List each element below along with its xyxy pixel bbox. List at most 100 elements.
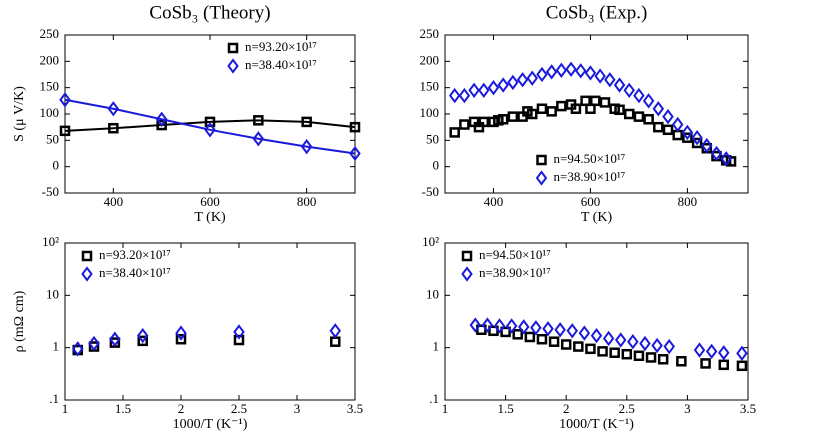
x-axis-label: T (K) [194,210,226,225]
diamond-marker [518,319,530,335]
x-tick-label: 1.5 [497,401,513,416]
square-marker [700,358,711,369]
diamond-marker [448,87,461,104]
square-marker [108,122,119,134]
diamond-marker [493,318,506,334]
legend-marker [81,250,93,262]
y-tick-label: 10 [426,286,439,301]
x-tick-label: 3 [294,401,301,416]
diamond-marker [651,337,663,354]
legend-label: n=93.20×10¹⁷ [245,39,317,54]
diamond-marker [88,335,100,352]
diamond-marker [574,63,587,79]
legend-label: n=38.40×10¹⁷ [245,57,317,72]
square-marker [633,111,645,122]
legend-marker [227,58,239,74]
diamond-marker [59,92,71,108]
y-tick-label: 1 [53,339,60,354]
diamond-marker [507,74,519,91]
square-marker [497,114,509,125]
square-marker [672,129,683,141]
diamond-marker [663,338,675,355]
diamond-marker [705,343,718,360]
diamond-marker [478,82,490,98]
diamond-marker [530,320,542,336]
y-tick-label: 150 [420,79,440,94]
diamond-marker [300,138,313,155]
square-marker [449,127,460,138]
diamond-marker [720,151,732,167]
y-tick-label: 200 [420,52,440,67]
legend-label: n=93.20×10¹⁷ [99,247,171,262]
y-tick-label: 10 [46,286,59,301]
diamond-marker [639,335,651,352]
plot-frame [64,242,356,401]
y-tick-label: 50 [426,131,439,146]
x-axis-label: T (K) [581,210,613,225]
legend-marker [536,154,547,166]
y-tick-label: 0 [53,158,60,173]
diamond-marker [613,77,626,93]
diamond-marker [252,131,265,147]
diamond-marker [701,137,713,154]
diamond-marker [718,345,730,361]
legend-marker [227,42,239,54]
square-marker [233,334,245,346]
diamond-marker [693,342,706,358]
diamond-marker [545,64,558,80]
series-line [64,98,356,155]
diamond-marker [497,77,509,93]
square-marker [614,104,625,116]
square-marker [556,100,567,112]
diamond-marker [536,66,548,83]
y-axis-label: S (μ V/K) [12,86,27,142]
square-marker [548,336,560,347]
y-tick-label: 250 [40,26,60,41]
x-tick-label: 600 [581,194,601,209]
diamond-marker [555,62,568,78]
diamond-marker [584,65,597,81]
diamond-marker [505,318,518,334]
diamond-marker [671,116,684,133]
y-axis-label: ρ (mΩ cm) [12,290,27,352]
square-marker [570,103,582,114]
diamond-marker [578,325,591,341]
legend-label: n=38.90×10¹⁷ [554,169,626,184]
x-tick-label: 2 [178,401,185,416]
y-tick-label: 150 [40,79,60,94]
x-tick-label: 2 [563,401,570,416]
square-marker [718,359,730,371]
square-marker [536,333,548,345]
x-tick-label: 400 [484,194,504,209]
y-tick-label: 50 [46,131,59,146]
diamond-marker [642,93,655,109]
square-marker [653,121,664,133]
diamond-marker [614,332,627,348]
square-marker [527,108,538,120]
square-marker [349,121,361,133]
chart-title: CoSb₃ (Theory) [149,2,270,23]
diamond-marker [349,145,361,162]
square-marker [609,347,620,358]
diamond-marker [481,317,494,333]
square-marker [546,106,557,117]
square-marker [204,116,216,128]
square-marker [330,336,341,347]
diamond-marker [633,87,645,104]
y-tick-label: 100 [420,105,440,120]
square-marker [585,343,596,355]
square-marker [301,116,312,128]
square-marker [590,95,601,107]
diamond-marker [594,68,606,84]
x-tick-label: 400 [104,194,124,209]
diamond-marker [710,145,723,162]
square-marker [507,111,519,122]
x-tick-label: 800 [297,194,317,209]
square-marker [573,341,584,352]
y-tick-label: 10² [42,234,59,249]
diamond-marker [487,79,500,96]
square-marker [599,97,611,108]
square-marker [512,329,523,340]
y-tick-label: -50 [42,184,59,199]
square-marker [137,335,148,347]
